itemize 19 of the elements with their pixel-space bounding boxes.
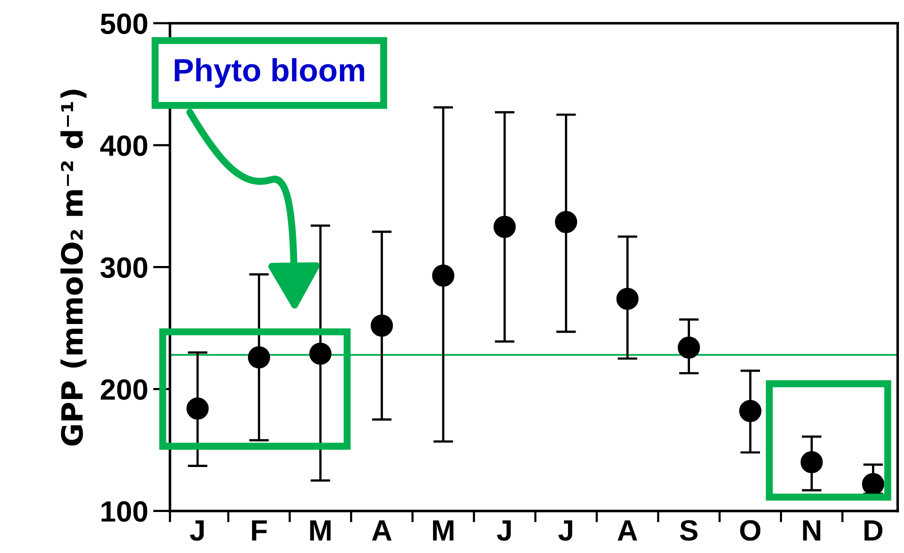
- x-tick-label: S: [680, 520, 698, 541]
- x-tick-label: N: [803, 520, 820, 540]
- annotation: Phyto bloom: [174, 58, 364, 88]
- x-tick-label: J: [190, 520, 204, 541]
- x-tick-label: O: [740, 520, 760, 541]
- y-tick-label: 200: [100, 379, 148, 400]
- y-axis-title: GPP (mmolO₂ m⁻² d⁻¹): [60, 90, 86, 446]
- x-tick-label: A: [372, 520, 392, 540]
- y-tick-label: 400: [100, 135, 148, 156]
- x-tick-label: J: [558, 520, 572, 541]
- y-tick-label: 300: [100, 257, 148, 278]
- x-tick-label: M: [433, 520, 454, 540]
- y-tick-label: 500: [100, 13, 148, 34]
- y-tick-label: 100: [102, 501, 148, 522]
- x-tick-label: F: [252, 520, 267, 540]
- x-tick-label: A: [618, 520, 638, 540]
- x-tick-label: J: [496, 520, 511, 541]
- x-tick-label: D: [864, 520, 882, 540]
- x-tick-label: M: [310, 520, 331, 540]
